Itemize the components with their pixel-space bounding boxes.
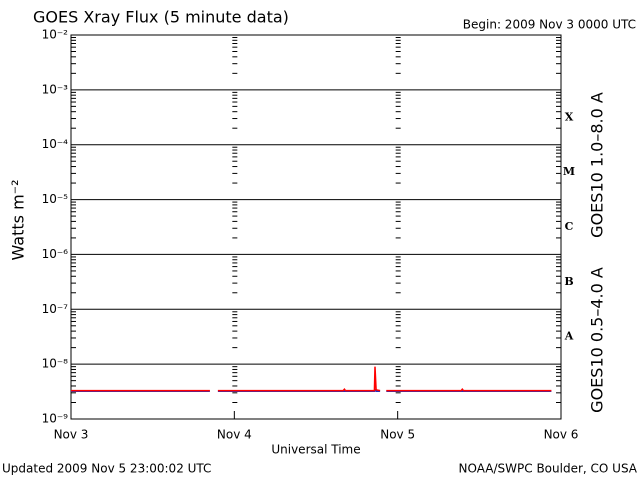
y-tick-label: 10⁻⁷: [42, 302, 69, 316]
flare-class-label: C: [565, 220, 574, 233]
flare-class-label: A: [564, 330, 574, 343]
y-tick-label: 10⁻³: [42, 82, 69, 96]
y-tick-label: 10⁻⁶: [42, 247, 69, 261]
x-tick-label: Nov 3: [54, 428, 89, 442]
legend-entry: GOES10 1.0–8.0 A: [588, 92, 607, 238]
y-tick-label: 10⁻²: [42, 28, 69, 42]
flare-class-label: X: [565, 110, 574, 123]
y-tick-label: 10⁻⁹: [42, 412, 69, 426]
legend-entry: GOES10 0.5–4.0 A: [588, 267, 607, 413]
x-axis-label: Universal Time: [271, 443, 360, 457]
plot-frame: [70, 34, 562, 420]
chart-subtitle: Begin: 2009 Nov 3 0000 UTC: [463, 18, 636, 32]
flare-class-label: M: [563, 165, 575, 178]
flare-class-label: B: [564, 275, 573, 288]
footer-right: NOAA/SWPC Boulder, CO USA: [459, 462, 638, 476]
x-tick-label: Nov 4: [217, 428, 252, 442]
footer-left: Updated 2009 Nov 5 23:00:02 UTC: [2, 462, 211, 476]
series-line: [71, 366, 552, 392]
chart-title: GOES Xray Flux (5 minute data): [33, 8, 289, 27]
x-tick-label: Nov 5: [380, 428, 415, 442]
x-tick-label: Nov 6: [544, 428, 579, 442]
y-tick-label: 10⁻⁵: [42, 192, 69, 206]
y-axis-label: Watts m⁻²: [9, 179, 28, 260]
y-tick-label: 10⁻⁴: [42, 137, 69, 151]
y-tick-label: 10⁻⁸: [42, 357, 69, 371]
